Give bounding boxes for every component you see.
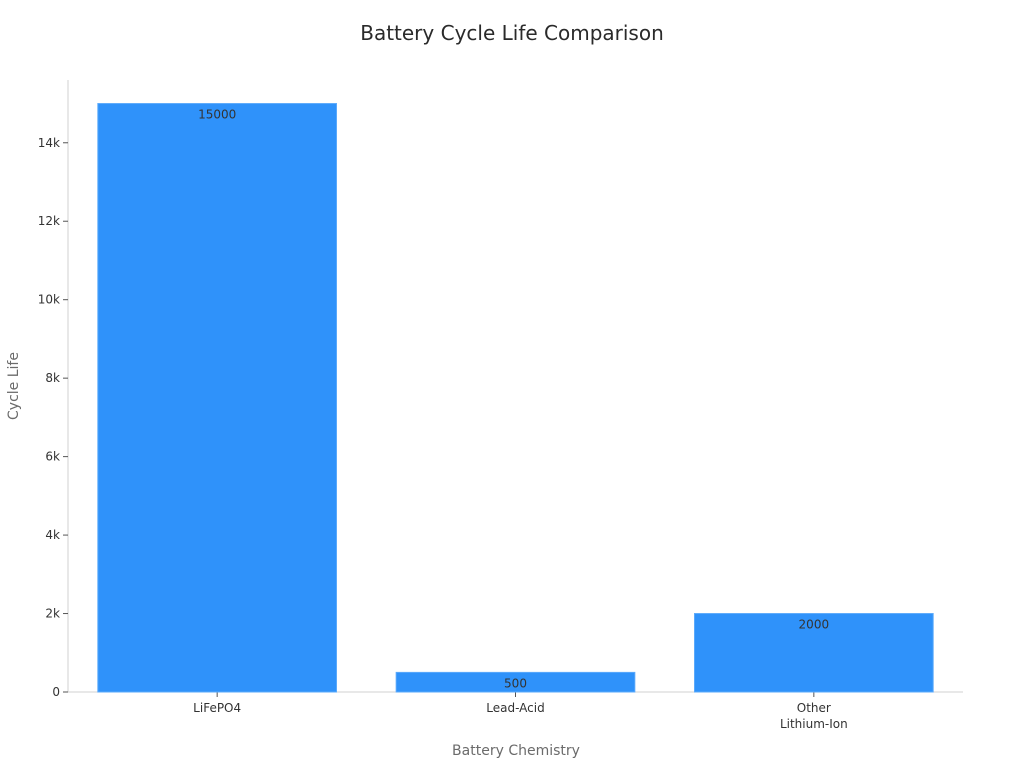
x-axis-title: Battery Chemistry <box>452 743 580 759</box>
y-tick-label: 4k <box>45 528 60 542</box>
y-tick-label: 2k <box>45 607 60 621</box>
y-axis: 0 2k 4k 6k 8k 10k 12k 14k <box>38 80 69 699</box>
y-tick-label: 14k <box>38 136 60 150</box>
data-labels-group: 15000 500 2000 <box>198 108 829 691</box>
x-tick-label: LiFePO4 <box>193 701 241 715</box>
data-label: 500 <box>504 676 527 690</box>
x-tick-label: Lead-Acid <box>486 701 544 715</box>
bar <box>97 103 338 693</box>
bars-group <box>97 103 934 693</box>
data-label: 15000 <box>198 108 236 122</box>
data-label: 2000 <box>799 618 830 632</box>
bar <box>395 671 636 693</box>
x-axis: LiFePO4 Lead-Acid Other Lithium-Ion <box>68 691 963 731</box>
chart-title: Battery Cycle Life Comparison <box>360 21 664 45</box>
y-tick-label: 10k <box>38 293 60 307</box>
bar <box>694 613 934 693</box>
y-tick-label: 12k <box>38 214 60 228</box>
y-tick-label: 0 <box>52 685 60 699</box>
x-tick-label: Other Lithium-Ion <box>780 701 848 731</box>
y-tick-label: 8k <box>45 371 60 385</box>
y-axis-title: Cycle Life <box>6 352 22 420</box>
y-tick-label: 6k <box>45 450 60 464</box>
